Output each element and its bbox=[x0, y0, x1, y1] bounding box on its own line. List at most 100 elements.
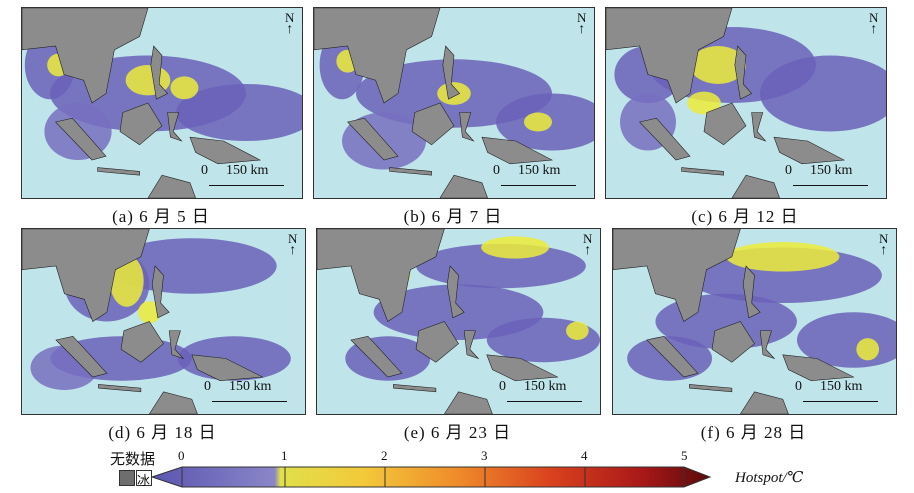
scale-zero: 0 bbox=[785, 163, 792, 178]
land-java bbox=[689, 384, 733, 393]
land-new-guinea bbox=[773, 136, 846, 165]
land-borneo bbox=[411, 102, 455, 146]
tick-1: 1 bbox=[281, 448, 288, 463]
land-java bbox=[393, 384, 437, 393]
legend-title: Hotspot/℃ bbox=[735, 470, 804, 486]
land-sulawesi bbox=[459, 112, 475, 142]
scale-line bbox=[507, 401, 582, 402]
nodata-swatch bbox=[119, 470, 135, 486]
colorbar bbox=[150, 466, 712, 488]
land-java bbox=[97, 167, 140, 176]
north-label: N bbox=[577, 10, 587, 25]
land-borneo bbox=[119, 102, 163, 146]
map-panel: N ↑ 0 150 km (b) 6 月 7 日 bbox=[313, 7, 595, 227]
land-philippines bbox=[742, 265, 761, 319]
north-label: N bbox=[583, 231, 593, 246]
scale-label: 150 km bbox=[518, 163, 561, 178]
panel-caption: (f) 6 月 28 日 bbox=[700, 423, 807, 442]
panel-caption: (c) 6 月 12 日 bbox=[691, 207, 799, 226]
hotspot-area bbox=[760, 55, 886, 132]
land-sumatra bbox=[55, 117, 107, 161]
map-panel: N ↑ 0 150 km (f) 6 月 28 日 bbox=[612, 228, 897, 443]
scale-label: 150 km bbox=[524, 379, 567, 394]
arrow-up-icon: ↑ bbox=[870, 22, 878, 37]
ice-label: 冰 bbox=[137, 473, 151, 488]
map-image bbox=[612, 228, 897, 415]
hotspot-area bbox=[176, 84, 302, 141]
land-mainland bbox=[317, 229, 445, 322]
map-image bbox=[316, 228, 601, 415]
land-philippines bbox=[446, 265, 465, 319]
land-sumatra bbox=[55, 335, 108, 378]
scale-line bbox=[501, 185, 576, 186]
scale-line bbox=[212, 401, 287, 402]
scale-label: 150 km bbox=[229, 379, 272, 394]
north-arrow-icon: N ↑ bbox=[288, 231, 298, 258]
map-panel: N ↑ 0 150 km (a) 6 月 5 日 bbox=[21, 7, 303, 227]
scale-bar: 0 150 km bbox=[499, 379, 594, 409]
land-sumatra bbox=[347, 117, 399, 161]
map-image bbox=[21, 7, 303, 199]
land-sulawesi bbox=[167, 112, 183, 142]
land-mainland bbox=[22, 229, 150, 322]
tick-3: 3 bbox=[481, 448, 488, 463]
nodata-label: 无数据 bbox=[110, 452, 156, 468]
land-java bbox=[389, 167, 432, 176]
land-australia bbox=[443, 391, 493, 414]
colorbar-shape bbox=[150, 466, 712, 488]
hotspot-area bbox=[481, 236, 550, 259]
arrow-up-icon: ↑ bbox=[578, 22, 586, 37]
north-label: N bbox=[879, 231, 889, 246]
hotspot-area bbox=[170, 76, 199, 100]
scale-label: 150 km bbox=[810, 163, 853, 178]
scale-zero: 0 bbox=[795, 379, 802, 394]
north-arrow-icon: N ↑ bbox=[285, 10, 295, 37]
land-mainland bbox=[314, 8, 441, 104]
land-borneo bbox=[711, 321, 755, 363]
land-sumatra bbox=[639, 117, 691, 161]
scale-line bbox=[209, 185, 284, 186]
hotspot-area bbox=[690, 46, 746, 84]
land-sulawesi bbox=[751, 112, 767, 142]
land-philippines bbox=[442, 45, 461, 100]
ice-swatch bbox=[136, 470, 152, 486]
land-java bbox=[681, 167, 724, 176]
land-sulawesi bbox=[463, 330, 480, 360]
map-image bbox=[313, 7, 595, 199]
map-image bbox=[21, 228, 306, 415]
north-arrow-icon: N ↑ bbox=[583, 231, 593, 258]
land-borneo bbox=[120, 321, 164, 363]
scale-line bbox=[793, 185, 868, 186]
scale-label: 150 km bbox=[226, 163, 269, 178]
scale-label: 150 km bbox=[820, 379, 863, 394]
land-sulawesi bbox=[759, 330, 776, 360]
land-australia bbox=[148, 391, 198, 414]
north-label: N bbox=[285, 10, 295, 25]
north-label: N bbox=[288, 231, 298, 246]
land-new-guinea bbox=[481, 136, 554, 165]
map-panel: N ↑ 0 150 km (e) 6 月 23 日 bbox=[316, 228, 601, 443]
north-arrow-icon: N ↑ bbox=[869, 10, 879, 37]
land-australia bbox=[739, 391, 789, 414]
land-mainland bbox=[613, 229, 741, 322]
tick-5: 5 bbox=[681, 448, 688, 463]
scale-zero: 0 bbox=[493, 163, 500, 178]
panel-caption: (b) 6 月 7 日 bbox=[403, 207, 503, 226]
tick-4: 4 bbox=[581, 448, 588, 463]
map-panel: N ↑ 0 150 km (c) 6 月 12 日 bbox=[605, 7, 887, 227]
arrow-up-icon: ↑ bbox=[289, 243, 297, 258]
north-label: N bbox=[869, 10, 879, 25]
land-philippines bbox=[150, 45, 169, 100]
land-java bbox=[98, 384, 142, 393]
scale-bar: 0 150 km bbox=[795, 379, 890, 409]
panel-caption: (a) 6 月 5 日 bbox=[112, 207, 210, 226]
land-sulawesi bbox=[168, 330, 185, 360]
tick-0: 0 bbox=[178, 448, 185, 463]
land-philippines bbox=[734, 45, 753, 100]
scale-zero: 0 bbox=[201, 163, 208, 178]
panel-caption: (d) 6 月 18 日 bbox=[108, 423, 217, 442]
land-new-guinea bbox=[782, 354, 855, 382]
scale-bar: 0 150 km bbox=[201, 163, 296, 193]
map-panel: N ↑ 0 150 km (d) 6 月 18 日 bbox=[21, 228, 306, 443]
scale-bar: 0 150 km bbox=[204, 379, 299, 409]
